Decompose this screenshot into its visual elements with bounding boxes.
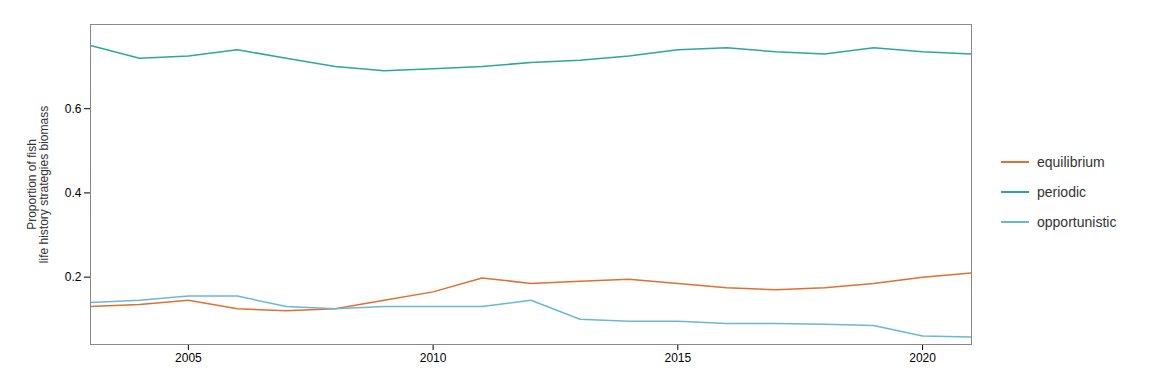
- svg-text:Proportion of fishlife history: Proportion of fishlife history strategie…: [25, 106, 51, 263]
- svg-text:2020: 2020: [909, 351, 936, 365]
- svg-text:2015: 2015: [664, 351, 691, 365]
- svg-text:0.6: 0.6: [65, 102, 82, 116]
- html-text:periodic: periodic: [1037, 183, 1086, 200]
- svg-text:0.4: 0.4: [65, 186, 82, 200]
- svg-text:2010: 2010: [420, 351, 447, 365]
- html-text:equilibrium: equilibrium: [1037, 153, 1105, 170]
- html-text:opportunistic: opportunistic: [1037, 213, 1117, 230]
- svg-text:0.2: 0.2: [65, 270, 82, 284]
- svg-text:2005: 2005: [175, 351, 202, 365]
